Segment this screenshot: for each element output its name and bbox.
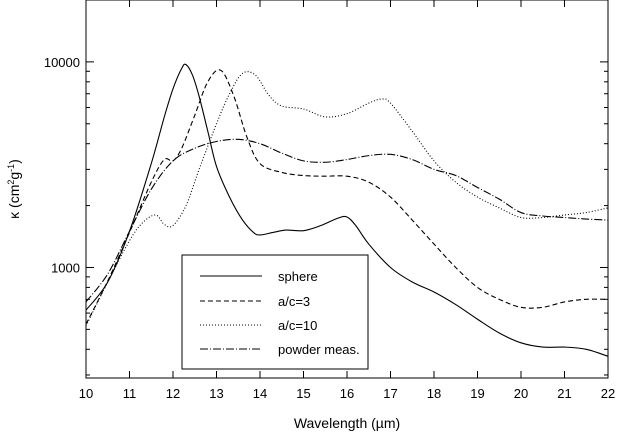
series-line-4 bbox=[86, 138, 608, 303]
x-tick-label: 14 bbox=[253, 386, 267, 401]
x-tick-label: 21 bbox=[557, 386, 571, 401]
legend-label-powder: powder meas. bbox=[278, 342, 360, 357]
series-line-1 bbox=[86, 63, 608, 357]
y-axis-label: κ (cm2g-1) bbox=[6, 159, 22, 219]
legend-label-sphere: sphere bbox=[278, 269, 318, 284]
x-tick-label: 11 bbox=[123, 386, 137, 401]
x-tick-label: 12 bbox=[166, 386, 180, 401]
legend-label-ac10: a/c=10 bbox=[278, 318, 317, 333]
x-tick-label: 16 bbox=[340, 386, 354, 401]
legend-box bbox=[181, 254, 369, 370]
x-tick-label: 20 bbox=[514, 386, 528, 401]
y-tick-label: 10000 bbox=[44, 55, 80, 70]
x-tick-label: 15 bbox=[296, 386, 310, 401]
y-tick-label: 1000 bbox=[51, 260, 80, 275]
tick-labels: 10 11 12 13 14 15 16 17 18 19 20 21 22 1000 10000 bbox=[44, 55, 615, 401]
legend: sphere a/c=3 a/c=10 powder meas. bbox=[181, 254, 369, 370]
x-tick-label: 19 bbox=[470, 386, 484, 401]
axis-ticks bbox=[85, 0, 609, 378]
x-tick-label: 18 bbox=[427, 386, 441, 401]
x-tick-label: 17 bbox=[383, 386, 397, 401]
x-axis-label: Wavelength (µm) bbox=[294, 415, 400, 431]
series-curves bbox=[86, 63, 608, 357]
legend-label-ac3: a/c=3 bbox=[278, 294, 310, 309]
x-tick-label: 10 bbox=[79, 386, 93, 401]
x-tick-label: 22 bbox=[601, 386, 615, 401]
series-line-3 bbox=[86, 71, 608, 327]
x-tick-label: 13 bbox=[209, 386, 223, 401]
